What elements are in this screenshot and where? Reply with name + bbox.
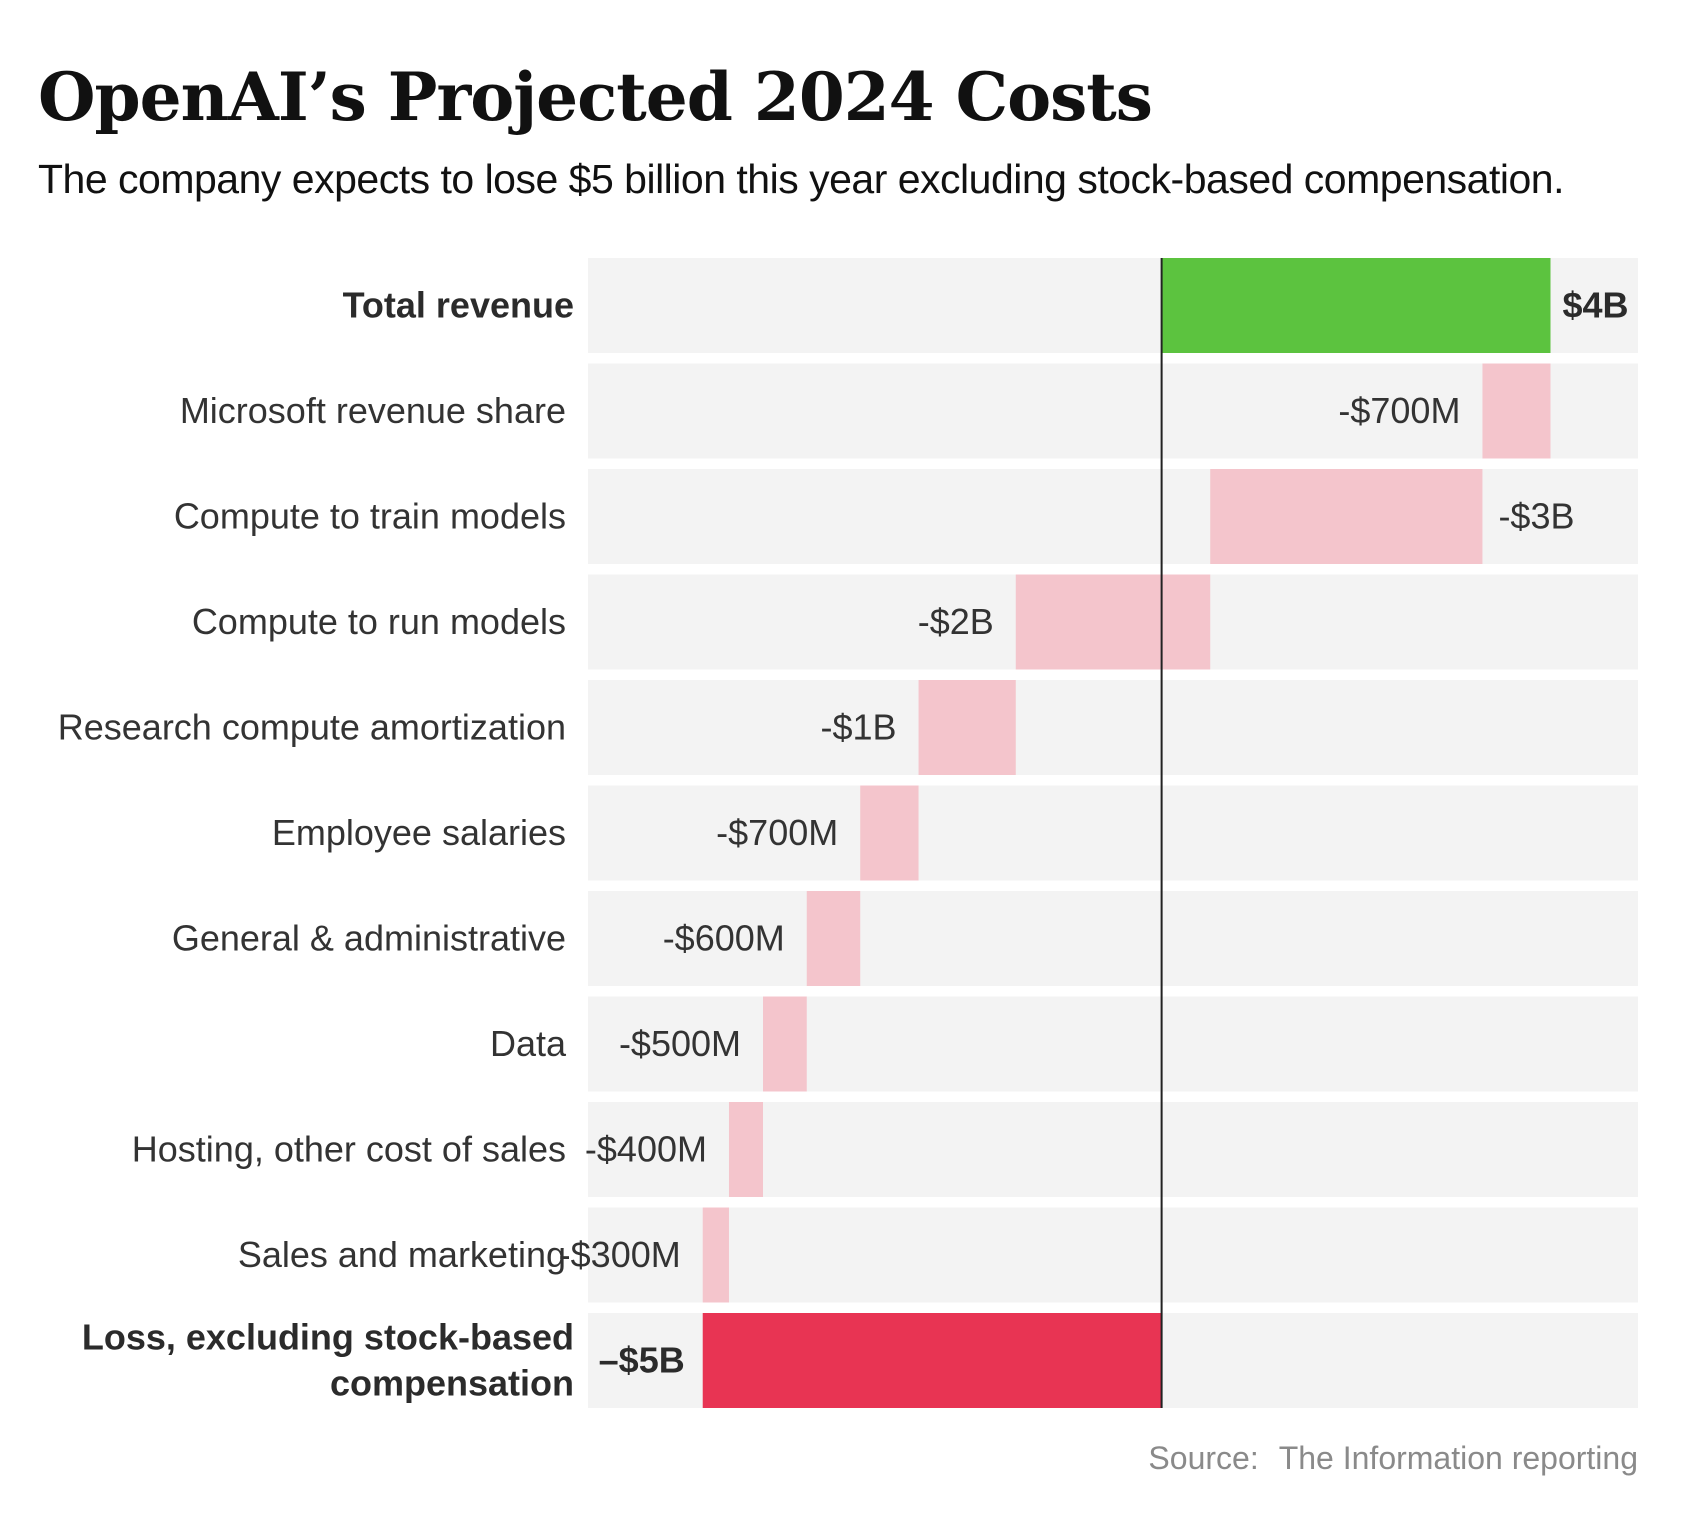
value-label: $4B: [1563, 285, 1629, 326]
category-label: Compute to run models: [192, 601, 566, 642]
cost-bar: [1015, 574, 1211, 670]
chart-subtitle: The company expects to lose $5 billion t…: [38, 156, 1564, 202]
row-background: [588, 785, 1638, 881]
category-label-line: Loss, excluding stock-based: [82, 1317, 574, 1358]
cost-bar: [728, 1102, 763, 1197]
category-label: General & administrative: [172, 918, 566, 959]
chart-title: OpenAI’s Projected 2024 Costs: [38, 58, 1153, 136]
category-label: Sales and marketing: [238, 1234, 566, 1275]
category-label: Loss, excluding stock-based compensation: [82, 1317, 574, 1404]
row-background: [588, 363, 1638, 459]
row-background: [588, 680, 1638, 775]
category-label: Data: [490, 1023, 567, 1064]
cost-bar: [1210, 469, 1483, 564]
category-label: Microsoft revenue share: [180, 390, 566, 431]
value-label: –$5B: [599, 1340, 685, 1381]
cost-bar: [702, 1207, 729, 1303]
cost-bar: [806, 891, 861, 986]
category-label: Employee salaries: [272, 812, 566, 853]
cost-bar: [763, 996, 807, 1092]
value-label: -$700M: [1338, 390, 1460, 431]
row-background: [588, 891, 1638, 986]
cost-bar: [1482, 363, 1551, 459]
category-label-line: compensation: [330, 1363, 574, 1404]
value-label: -$600M: [663, 918, 785, 959]
value-label: -$3B: [1498, 496, 1574, 537]
row-background: [588, 996, 1638, 1092]
value-label: -$2B: [918, 601, 994, 642]
revenue-bar: [1161, 258, 1551, 353]
category-label: Total revenue: [343, 285, 574, 326]
value-label: -$300M: [559, 1234, 681, 1275]
value-label: -$500M: [619, 1023, 741, 1064]
category-label: Research compute amortization: [58, 707, 566, 748]
row-background: [588, 1207, 1638, 1303]
loss-bar: [702, 1313, 1162, 1408]
source-label: Source:: [1148, 1440, 1259, 1476]
source-text: The Information reporting: [1278, 1440, 1638, 1476]
cost-bar: [860, 785, 919, 881]
category-label: Compute to train models: [174, 496, 566, 537]
source-note: Source: The Information reporting: [1148, 1440, 1638, 1477]
value-label: -$1B: [821, 707, 897, 748]
value-label: -$700M: [716, 812, 838, 853]
category-label: Hosting, other cost of sales: [132, 1129, 566, 1170]
cost-bar: [918, 680, 1016, 775]
value-label: -$400M: [585, 1129, 707, 1170]
